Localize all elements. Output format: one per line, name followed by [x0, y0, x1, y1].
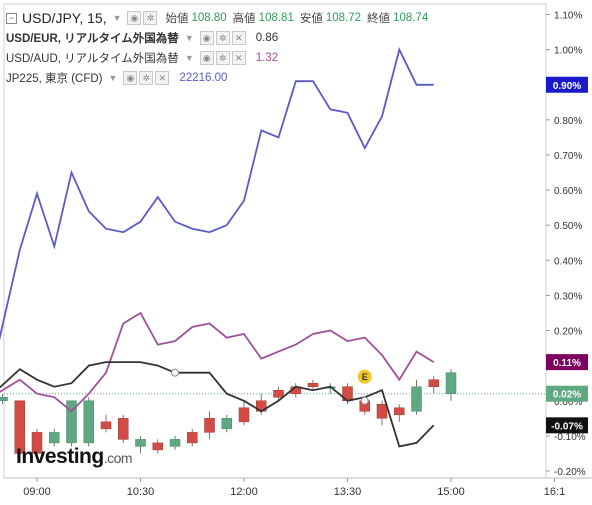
gear-icon[interactable]: ✲	[139, 71, 153, 85]
gear-icon[interactable]: ✲	[216, 51, 230, 65]
candle-body	[274, 390, 284, 397]
y-tick-label: 1.10%	[554, 11, 582, 22]
candle-body	[101, 422, 111, 429]
line-marker	[172, 369, 179, 376]
high-value: 108.81	[259, 12, 294, 24]
x-tick-label: 10:30	[127, 486, 155, 498]
candle-body	[308, 383, 318, 387]
collapse-icon[interactable]: −	[6, 13, 17, 24]
candle-body	[239, 408, 249, 422]
price-label: 0.02%	[553, 390, 581, 401]
eye-icon[interactable]: ◉	[127, 11, 141, 25]
chevron-down-icon[interactable]: ▼	[109, 73, 118, 83]
candle-body	[377, 404, 387, 418]
gear-icon[interactable]: ✲	[143, 11, 157, 25]
candle-body	[205, 418, 215, 432]
y-tick-label: -0.10%	[554, 432, 586, 443]
y-tick-label: 1.00%	[554, 46, 582, 57]
y-tick-label: 0.50%	[554, 221, 582, 232]
x-tick-label: 16:1	[544, 486, 565, 498]
price-label: 0.90%	[553, 81, 581, 92]
legend: − USD/JPY, 15, ▼ ◉ ✲ 始値 108.80 高値 108.81 安…	[6, 8, 428, 88]
chevron-down-icon[interactable]: ▼	[185, 53, 194, 63]
eye-icon[interactable]: ◉	[123, 71, 137, 85]
x-tick-label: 13:30	[334, 486, 362, 498]
candle-body	[222, 418, 232, 429]
open-label: 始値	[165, 10, 188, 26]
line-marker	[361, 397, 368, 404]
price-label: -0.07%	[551, 421, 583, 432]
logo-text: Investing	[16, 445, 104, 468]
y-tick-label: 0.20%	[554, 327, 582, 338]
close-icon[interactable]: ✕	[155, 71, 169, 85]
price-label: 0.11%	[553, 358, 581, 369]
series-name: USD/AUD, リアルタイム外国為替	[6, 50, 179, 66]
candle-body	[170, 439, 180, 446]
y-tick-label: 0.70%	[554, 151, 582, 162]
series-value: 22216.00	[179, 72, 227, 84]
y-tick-label: -0.20%	[554, 467, 586, 478]
y-tick-label: 0.40%	[554, 256, 582, 267]
close-value: 108.74	[393, 12, 428, 24]
eye-icon[interactable]: ◉	[200, 51, 214, 65]
x-tick-label: 15:00	[437, 486, 465, 498]
legend-series-usdeur: USD/EUR, リアルタイム外国為替 ▼ ◉ ✲ ✕ 0.86	[6, 28, 428, 48]
close-label: 終値	[367, 10, 390, 26]
low-label: 安値	[300, 10, 323, 26]
investing-logo: Investing.com	[16, 445, 132, 469]
chevron-down-icon[interactable]: ▼	[113, 13, 122, 23]
close-icon[interactable]: ✕	[232, 31, 246, 45]
open-value: 108.80	[191, 12, 226, 24]
low-value: 108.72	[326, 12, 361, 24]
series-name: USD/EUR, リアルタイム外国為替	[6, 30, 179, 46]
series-name: JP225, 東京 (CFD)	[6, 70, 103, 86]
main-symbol: USD/JPY, 15,	[22, 10, 107, 26]
high-label: 高値	[233, 10, 256, 26]
y-tick-label: 0.30%	[554, 291, 582, 302]
legend-series-jp225: JP225, 東京 (CFD) ▼ ◉ ✲ ✕ 22216.00	[6, 68, 428, 88]
logo-domain: .com	[104, 450, 132, 466]
gear-icon[interactable]: ✲	[216, 31, 230, 45]
series-value: 1.32	[256, 52, 278, 64]
series-line-jp225	[0, 50, 434, 401]
candle-body	[446, 373, 456, 394]
legend-series-usdaud: USD/AUD, リアルタイム外国為替 ▼ ◉ ✲ ✕ 1.32	[6, 48, 428, 68]
candle-body	[118, 418, 128, 439]
close-icon[interactable]: ✕	[232, 51, 246, 65]
y-tick-label: 0.60%	[554, 186, 582, 197]
candle-body	[49, 432, 59, 443]
candle-body	[136, 439, 146, 446]
x-tick-label: 09:00	[23, 486, 51, 498]
candle-body	[153, 443, 163, 450]
candle-body	[429, 380, 439, 387]
event-marker-label: E	[362, 372, 368, 382]
chevron-down-icon[interactable]: ▼	[185, 33, 194, 43]
y-tick-label: 0.80%	[554, 116, 582, 127]
candle-body	[84, 401, 94, 443]
x-tick-label: 12:00	[230, 486, 258, 498]
candle-body	[0, 397, 8, 401]
candle-body	[412, 387, 422, 412]
series-value: 0.86	[256, 32, 278, 44]
legend-main-row: − USD/JPY, 15, ▼ ◉ ✲ 始値 108.80 高値 108.81 安…	[6, 8, 428, 28]
candle-body	[187, 432, 197, 443]
eye-icon[interactable]: ◉	[200, 31, 214, 45]
candle-body	[394, 408, 404, 415]
